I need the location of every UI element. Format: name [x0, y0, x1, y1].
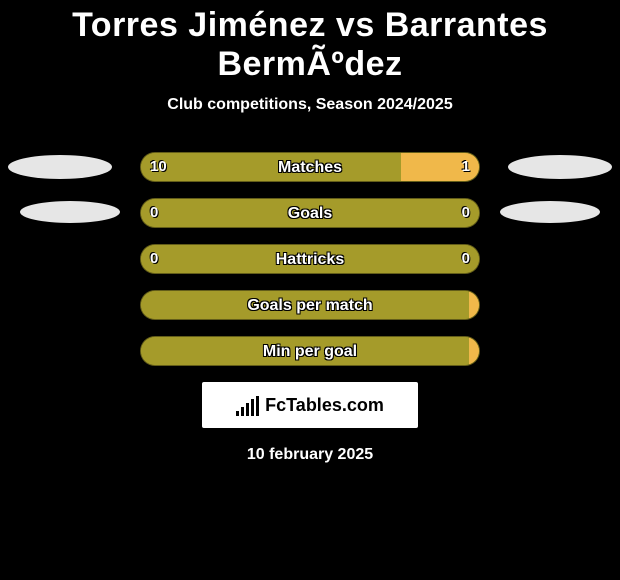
logo-box: FcTables.com	[202, 382, 418, 428]
stat-value-left: 0	[150, 244, 158, 274]
stat-bar: Goals per match	[140, 290, 480, 320]
stat-label: Matches	[141, 153, 479, 181]
stat-label: Goals	[141, 199, 479, 227]
stat-value-right: 1	[462, 152, 470, 182]
stat-value-left: 0	[150, 198, 158, 228]
subtitle: Club competitions, Season 2024/2025	[0, 96, 620, 114]
logo-bars-icon	[236, 396, 259, 416]
date-label: 10 february 2025	[0, 446, 620, 464]
stat-row: Matches10 1	[0, 152, 620, 182]
stat-row: Goals per match	[0, 290, 620, 320]
stat-label: Goals per match	[141, 291, 479, 319]
stat-row: Goals0 0	[0, 198, 620, 228]
stats-container: Matches101Goals00Hattricks00Goals per ma…	[0, 152, 620, 366]
player-right-ellipse	[500, 201, 600, 223]
player-left-ellipse	[8, 155, 112, 179]
stat-row: Hattricks0 0	[0, 244, 620, 274]
stat-bar: Hattricks	[140, 244, 480, 274]
stat-label: Min per goal	[141, 337, 479, 365]
stat-value-right: 0	[462, 244, 470, 274]
stat-value-left: 10	[150, 152, 167, 182]
stat-row: Min per goal	[0, 336, 620, 366]
logo-text: FcTables.com	[265, 395, 384, 416]
player-left-ellipse	[20, 201, 120, 223]
stat-bar: Matches	[140, 152, 480, 182]
stat-label: Hattricks	[141, 245, 479, 273]
page-title: Torres Jiménez vs Barrantes BermÃºdez	[0, 0, 620, 84]
stat-bar: Goals	[140, 198, 480, 228]
player-right-ellipse	[508, 155, 612, 179]
stat-value-right: 0	[462, 198, 470, 228]
stat-bar: Min per goal	[140, 336, 480, 366]
